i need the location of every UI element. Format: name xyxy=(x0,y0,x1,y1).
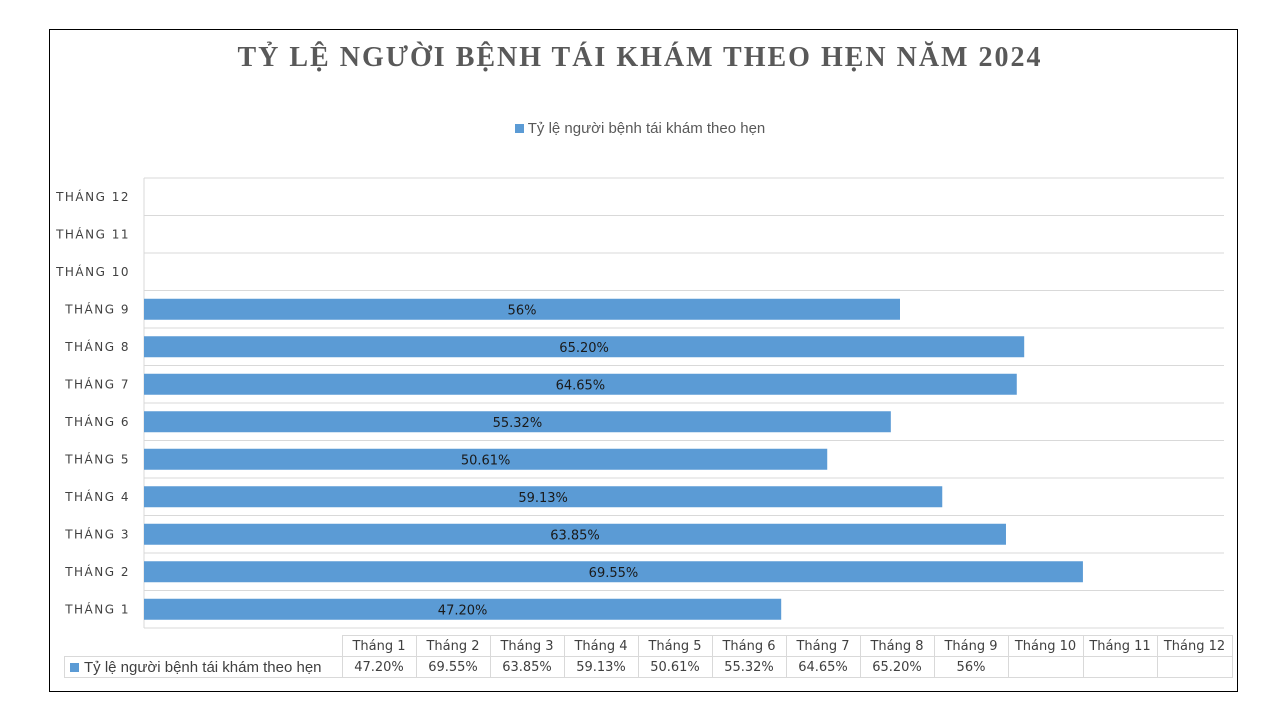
data-table-header-cell: Tháng 10 xyxy=(1007,635,1084,657)
data-table-value-cell: 50.61% xyxy=(637,656,713,678)
y-tick-label: THÁNG 10 xyxy=(55,264,130,279)
bar-data-label: 56% xyxy=(508,303,537,318)
data-table-header-cell: Tháng 12 xyxy=(1156,635,1233,657)
data-table-header-cell: Tháng 2 xyxy=(415,635,491,657)
bar-data-label: 63.85% xyxy=(550,528,600,543)
y-tick-label: THÁNG 8 xyxy=(64,339,130,354)
data-table-value-cell xyxy=(1156,656,1233,678)
y-tick-label: THÁNG 11 xyxy=(55,226,130,241)
bar xyxy=(144,448,828,470)
data-table-values-row: Tỷ lệ người bệnh tái khám theo hẹn 47.20… xyxy=(64,656,1233,678)
data-table-swatch xyxy=(70,662,79,672)
data-table-header-cell: Tháng 3 xyxy=(489,635,565,657)
data-table-header-cell: Tháng 11 xyxy=(1082,635,1158,657)
data-table-value-cell: 47.20% xyxy=(341,656,417,678)
bar xyxy=(144,486,943,508)
data-table-header-cell: Tháng 8 xyxy=(859,635,935,657)
data-table-value-cell: 55.32% xyxy=(711,656,787,678)
bar-data-label: 55.32% xyxy=(493,416,543,431)
data-table-series-label: Tỷ lệ người bệnh tái khám theo hẹn xyxy=(84,658,322,676)
data-table: Tháng 1 Tháng 2 Tháng 3 Tháng 4 Tháng 5 Tháng… xyxy=(64,635,1233,678)
bar-data-label: 47.20% xyxy=(438,603,488,618)
data-table-value-cell: 65.20% xyxy=(859,656,935,678)
bar-data-label: 59.13% xyxy=(518,491,568,506)
data-table-value-cell xyxy=(1007,656,1084,678)
legend-label: Tỷ lệ người bệnh tái khám theo hẹn xyxy=(527,120,766,137)
y-tick-label: THÁNG 7 xyxy=(64,376,130,391)
data-table-value-cell: 59.13% xyxy=(563,656,639,678)
bar xyxy=(144,411,891,433)
bar xyxy=(144,373,1017,395)
data-table-header-cell: Tháng 6 xyxy=(711,635,787,657)
chart-legend: Tỷ lệ người bệnh tái khám theo hẹn xyxy=(0,120,1280,137)
y-tick-label: THÁNG 1 xyxy=(64,601,130,616)
bar xyxy=(144,336,1025,358)
bar-data-label: 69.55% xyxy=(589,566,639,581)
data-table-header-cell: Tháng 1 xyxy=(341,635,417,657)
bar xyxy=(144,298,900,320)
data-table-series-cell: Tỷ lệ người bệnh tái khám theo hẹn xyxy=(64,656,343,678)
data-table-corner xyxy=(64,635,343,657)
y-tick-label: THÁNG 5 xyxy=(64,451,130,466)
data-table-value-cell xyxy=(1082,656,1158,678)
y-tick-label: THÁNG 2 xyxy=(64,564,130,579)
bar-data-label: 50.61% xyxy=(461,453,511,468)
y-tick-label: THÁNG 4 xyxy=(64,489,130,504)
data-table-value-cell: 63.85% xyxy=(489,656,565,678)
bar-data-label: 64.65% xyxy=(556,378,606,393)
data-table-value-cell: 64.65% xyxy=(785,656,861,678)
chart-title: TỶ LỆ NGƯỜI BỆNH TÁI KHÁM THEO HẸN NĂM 2… xyxy=(237,42,1043,73)
bar xyxy=(144,598,782,620)
data-table-header-cell: Tháng 9 xyxy=(933,635,1009,657)
y-tick-label: THÁNG 9 xyxy=(64,301,130,316)
bar xyxy=(144,523,1006,545)
data-table-header-cell: Tháng 5 xyxy=(637,635,713,657)
y-tick-label: THÁNG 6 xyxy=(64,414,130,429)
legend-swatch xyxy=(514,124,524,133)
data-table-value-cell: 56% xyxy=(933,656,1009,678)
y-tick-label: THÁNG 12 xyxy=(55,189,130,204)
data-table-value-cell: 69.55% xyxy=(415,656,491,678)
data-table-header-cell: Tháng 7 xyxy=(785,635,861,657)
data-table-header-cell: Tháng 4 xyxy=(563,635,639,657)
data-table-header-row: Tháng 1 Tháng 2 Tháng 3 Tháng 4 Tháng 5 Tháng… xyxy=(64,635,1233,657)
y-tick-label: THÁNG 3 xyxy=(64,526,130,541)
bar xyxy=(144,561,1083,583)
bar-data-label: 65.20% xyxy=(559,341,609,356)
